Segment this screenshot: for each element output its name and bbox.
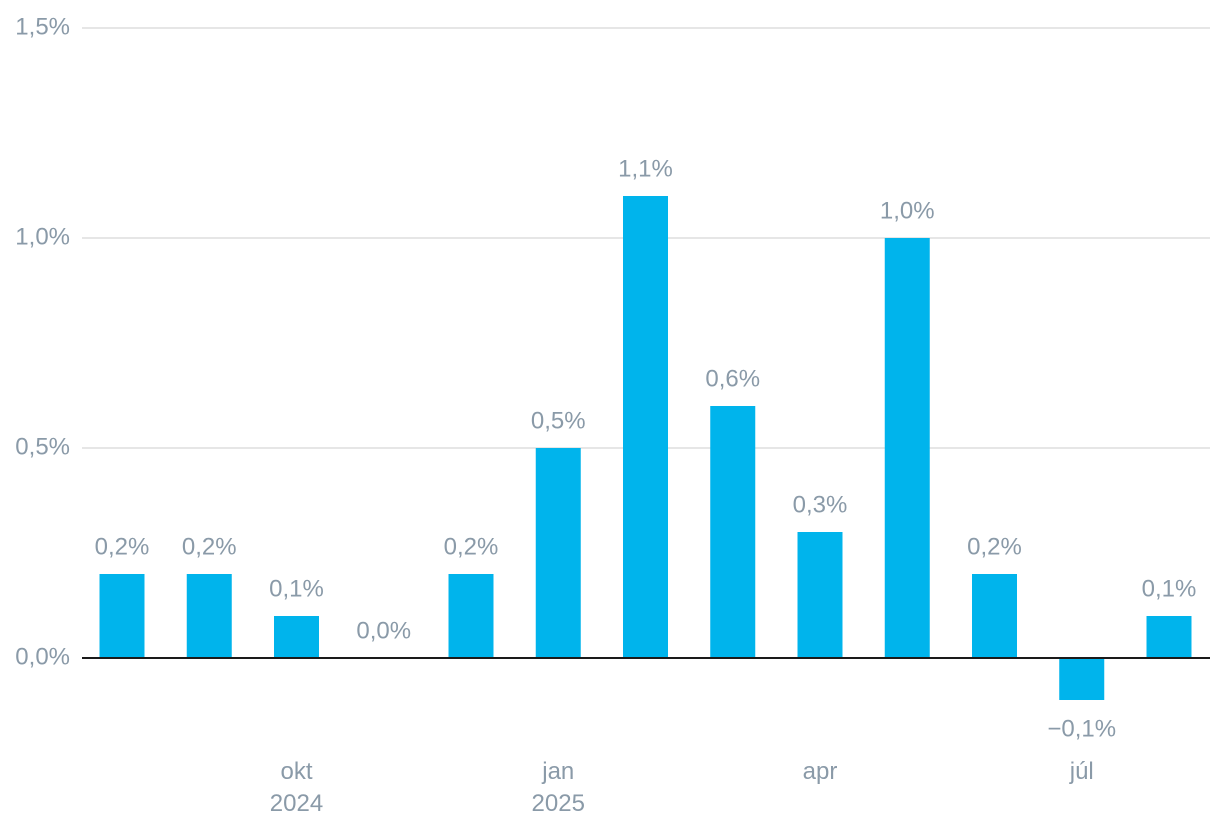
value-label: 0,2% xyxy=(95,533,150,560)
bar xyxy=(99,574,145,658)
bar xyxy=(448,574,494,658)
y-tick-label: 0,5% xyxy=(15,433,70,460)
value-label: 1,1% xyxy=(618,155,673,182)
bar xyxy=(884,238,930,658)
value-label: 0,1% xyxy=(1142,575,1197,602)
y-tick-label: 1,5% xyxy=(15,13,70,40)
value-label: 0,6% xyxy=(705,365,760,392)
bar xyxy=(1146,616,1192,658)
bar xyxy=(623,196,668,658)
value-label: −0,1% xyxy=(1047,715,1116,742)
x-tick-label: apr xyxy=(802,758,838,785)
x-tick-label: júl xyxy=(1069,758,1094,785)
bar xyxy=(535,448,581,658)
bar xyxy=(186,574,232,658)
value-label: 0,2% xyxy=(967,533,1022,560)
bar xyxy=(274,616,319,658)
value-label: 0,0% xyxy=(356,617,411,644)
value-label: 0,5% xyxy=(531,407,586,434)
bar xyxy=(1059,658,1105,700)
y-tick-label: 1,0% xyxy=(15,223,70,250)
value-label: 0,2% xyxy=(444,533,499,560)
bar xyxy=(710,406,756,658)
value-label: 1,0% xyxy=(880,197,935,224)
value-label: 0,3% xyxy=(793,491,848,518)
bar xyxy=(797,532,843,658)
y-tick-label: 0,0% xyxy=(15,643,70,670)
value-label: 0,2% xyxy=(182,533,237,560)
value-label: 0,1% xyxy=(269,575,324,602)
x-tick-label: jan 2025 xyxy=(531,758,585,817)
x-tick-label: okt 2024 xyxy=(269,758,324,817)
bar xyxy=(972,574,1017,658)
